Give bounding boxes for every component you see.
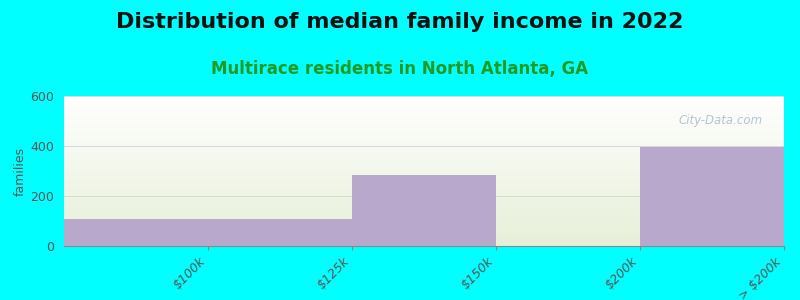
Text: Multirace residents in North Atlanta, GA: Multirace residents in North Atlanta, GA: [211, 60, 589, 78]
FancyBboxPatch shape: [64, 218, 352, 246]
Y-axis label: families: families: [14, 146, 26, 196]
Text: City-Data.com: City-Data.com: [678, 114, 762, 127]
FancyBboxPatch shape: [352, 175, 496, 246]
Text: Distribution of median family income in 2022: Distribution of median family income in …: [116, 12, 684, 32]
FancyBboxPatch shape: [640, 147, 784, 246]
